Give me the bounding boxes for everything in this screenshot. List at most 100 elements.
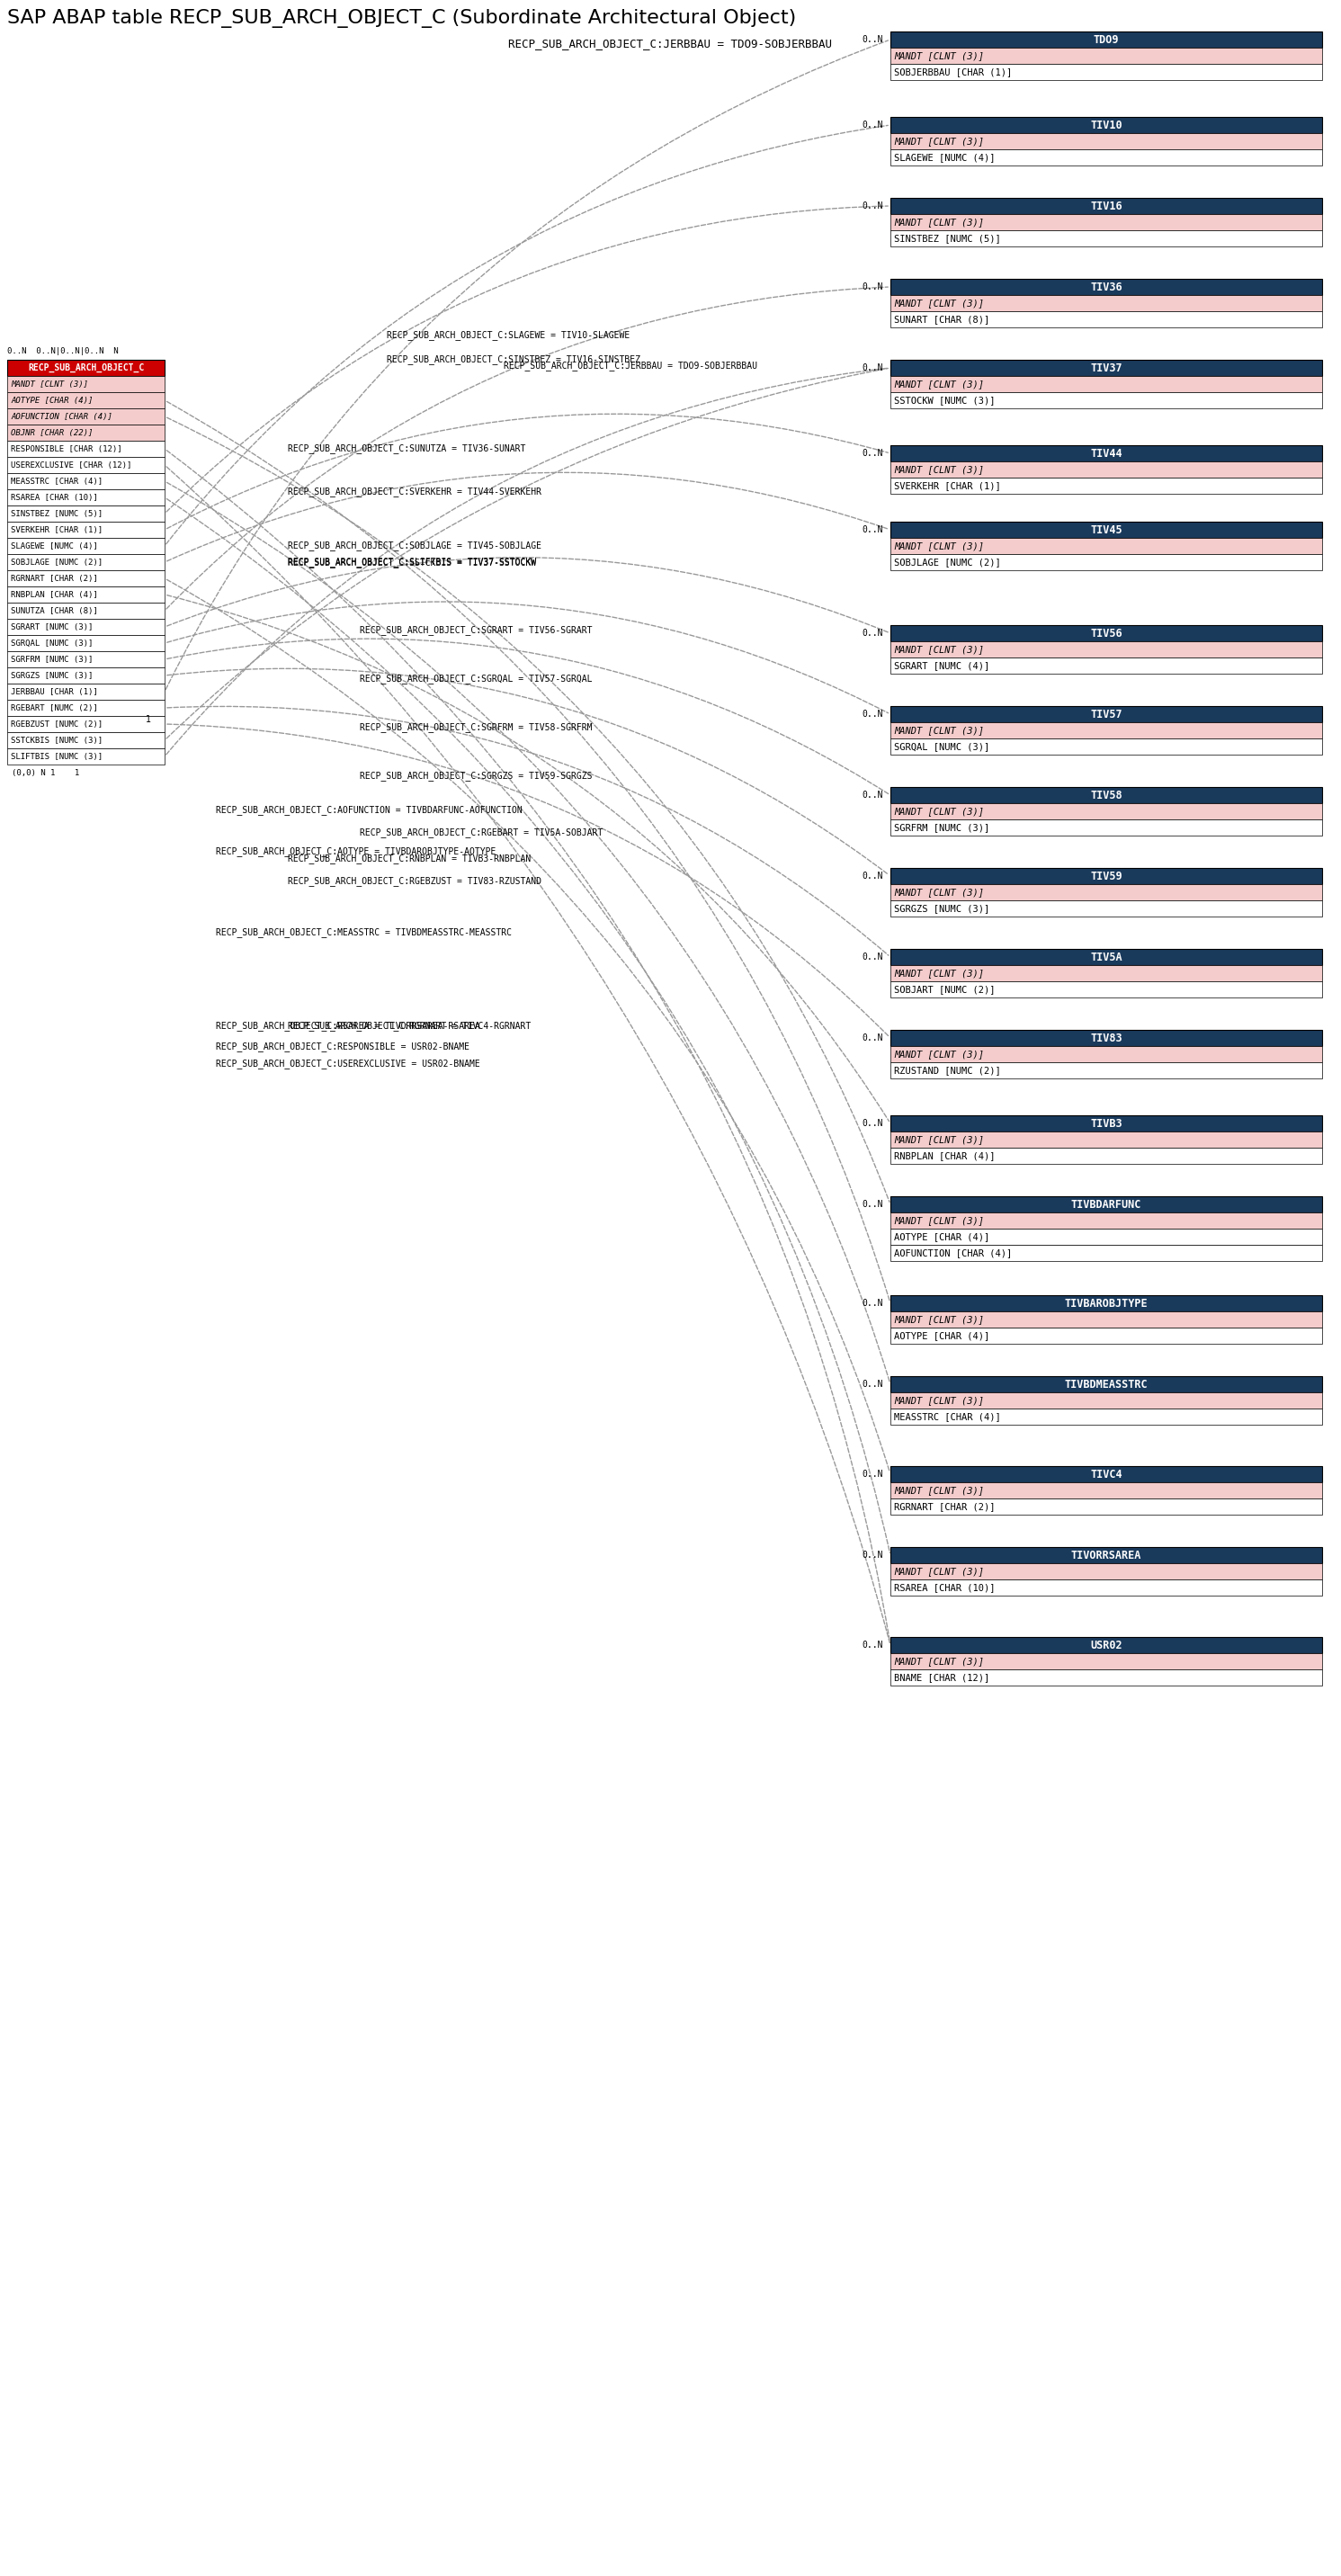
Text: SVERKEHR [CHAR (1)]: SVERKEHR [CHAR (1)] [894, 482, 1000, 489]
Bar [890, 1046, 1322, 1061]
Text: RECP_SUB_ARCH_OBJECT_C:SGRART = TIV56-SGRART: RECP_SUB_ARCH_OBJECT_C:SGRART = TIV56-SG… [359, 626, 593, 634]
Bar [7, 716, 165, 732]
Bar [890, 819, 1322, 835]
Bar [890, 1061, 1322, 1079]
Text: 0..N: 0..N [862, 1381, 884, 1388]
Text: AOTYPE [CHAR (4)]: AOTYPE [CHAR (4)] [894, 1332, 990, 1340]
Text: MANDT [CLNT (3)]: MANDT [CLNT (3)] [894, 889, 984, 896]
Text: RECP_SUB_ARCH_OBJECT_C:USEREXCLUSIVE = USR02-BNAME: RECP_SUB_ARCH_OBJECT_C:USEREXCLUSIVE = U… [216, 1059, 480, 1069]
Text: SINSTBEZ [NUMC (5)]: SINSTBEZ [NUMC (5)] [894, 234, 1000, 242]
Bar [7, 489, 165, 505]
Text: 0..N: 0..N [862, 1298, 884, 1309]
Bar [890, 1579, 1322, 1595]
Bar [7, 474, 165, 489]
Text: SUNART [CHAR (8)]: SUNART [CHAR (8)] [894, 314, 990, 325]
Text: 0..N: 0..N [862, 1551, 884, 1558]
Text: SINSTBEZ [NUMC (5)]: SINSTBEZ [NUMC (5)] [11, 510, 103, 518]
Text: TIV83: TIV83 [1090, 1033, 1122, 1043]
Text: RGRNART [CHAR (2)]: RGRNART [CHAR (2)] [894, 1502, 995, 1512]
Text: BNAME [CHAR (12)]: BNAME [CHAR (12)] [894, 1672, 990, 1682]
Text: MANDT [CLNT (3)]: MANDT [CLNT (3)] [894, 379, 984, 389]
Bar [890, 1654, 1322, 1669]
Text: RNBPLAN [CHAR (4)]: RNBPLAN [CHAR (4)] [894, 1151, 995, 1159]
Text: TIV5A: TIV5A [1090, 951, 1122, 963]
Text: 0..N: 0..N [862, 1200, 884, 1208]
Text: TIV10: TIV10 [1090, 118, 1122, 131]
Text: MEASSTRC [CHAR (4)]: MEASSTRC [CHAR (4)] [894, 1412, 1000, 1422]
Text: TDO9: TDO9 [1093, 33, 1120, 46]
Text: 0..N: 0..N [862, 791, 884, 799]
Text: RGRNART [CHAR (2)]: RGRNART [CHAR (2)] [11, 574, 98, 582]
Text: MANDT [CLNT (3)]: MANDT [CLNT (3)] [894, 1396, 984, 1404]
Text: TIV58: TIV58 [1090, 788, 1122, 801]
Bar [7, 701, 165, 716]
Text: RECP_SUB_ARCH_OBJECT_C:RGEBART = TIV5A-SOBJART: RECP_SUB_ARCH_OBJECT_C:RGEBART = TIV5A-S… [359, 827, 603, 837]
Text: TIVBDARFUNC: TIVBDARFUNC [1071, 1198, 1141, 1211]
Bar [890, 1149, 1322, 1164]
Text: 0..N: 0..N [862, 1641, 884, 1649]
Text: TIVBDMEASSTRC: TIVBDMEASSTRC [1065, 1378, 1148, 1391]
Text: SLAGEWE [NUMC (4)]: SLAGEWE [NUMC (4)] [894, 152, 995, 162]
Text: SGRART [NUMC (3)]: SGRART [NUMC (3)] [11, 623, 93, 631]
Text: MEASSTRC [CHAR (4)]: MEASSTRC [CHAR (4)] [11, 477, 103, 484]
Bar [890, 198, 1322, 214]
Bar [890, 884, 1322, 902]
Text: RECP_SUB_ARCH_OBJECT_C:SGRQAL = TIV57-SGRQAL: RECP_SUB_ARCH_OBJECT_C:SGRQAL = TIV57-SG… [359, 675, 593, 683]
Bar [890, 1195, 1322, 1213]
Text: 0..N  0..N|0..N|0..N  N: 0..N 0..N|0..N|0..N N [7, 348, 118, 355]
Bar [7, 505, 165, 523]
Text: RECP_SUB_ARCH_OBJECT_C:RSAREA = TIVORRSAREA-RSAREA: RECP_SUB_ARCH_OBJECT_C:RSAREA = TIVORRSA… [216, 1020, 480, 1030]
Bar [7, 376, 165, 392]
Text: TIV57: TIV57 [1090, 708, 1122, 721]
Bar [890, 1394, 1322, 1409]
Bar [890, 1131, 1322, 1149]
Bar [890, 1499, 1322, 1515]
Bar [7, 425, 165, 440]
Text: TIV59: TIV59 [1090, 871, 1122, 881]
Bar [890, 461, 1322, 477]
Bar [7, 652, 165, 667]
Text: SSTCKBIS [NUMC (3)]: SSTCKBIS [NUMC (3)] [11, 737, 103, 744]
Text: USR02: USR02 [1090, 1638, 1122, 1651]
Bar [890, 626, 1322, 641]
Text: RECP_SUB_ARCH_OBJECT_C:SLAGEWE = TIV10-SLAGEWE: RECP_SUB_ARCH_OBJECT_C:SLAGEWE = TIV10-S… [386, 330, 630, 340]
Text: 0..N: 0..N [862, 953, 884, 961]
Bar [890, 312, 1322, 327]
Text: RGEBART [NUMC (2)]: RGEBART [NUMC (2)] [11, 703, 98, 711]
Bar [890, 376, 1322, 392]
Text: RECP_SUB_ARCH_OBJECT_C:SINSTBEZ = TIV16-SINSTBEZ: RECP_SUB_ARCH_OBJECT_C:SINSTBEZ = TIV16-… [386, 355, 641, 366]
Text: MANDT [CLNT (3)]: MANDT [CLNT (3)] [894, 299, 984, 307]
Bar [890, 361, 1322, 376]
Text: RECP_SUB_ARCH_OBJECT_C:RESPONSIBLE = USR02-BNAME: RECP_SUB_ARCH_OBJECT_C:RESPONSIBLE = USR… [216, 1043, 469, 1051]
Text: RESPONSIBLE [CHAR (12)]: RESPONSIBLE [CHAR (12)] [11, 446, 122, 453]
Bar [890, 641, 1322, 657]
Text: MANDT [CLNT (3)]: MANDT [CLNT (3)] [894, 137, 984, 147]
Text: SGRGZS [NUMC (3)]: SGRGZS [NUMC (3)] [11, 672, 93, 680]
Text: RZUSTAND [NUMC (2)]: RZUSTAND [NUMC (2)] [894, 1066, 1000, 1074]
Bar [890, 706, 1322, 721]
Text: 0..N: 0..N [862, 363, 884, 374]
Bar [890, 1115, 1322, 1131]
Text: SUNUTZA [CHAR (8)]: SUNUTZA [CHAR (8)] [11, 608, 98, 616]
Bar [890, 31, 1322, 49]
Text: RECP_SUB_ARCH_OBJECT_C:RGEBZUST = TIV83-RZUSTAND: RECP_SUB_ARCH_OBJECT_C:RGEBZUST = TIV83-… [288, 876, 542, 886]
Bar [890, 49, 1322, 64]
Bar [890, 477, 1322, 495]
Bar [7, 667, 165, 683]
Text: RECP_SUB_ARCH_OBJECT_C:SGRGZS = TIV59-SGRGZS: RECP_SUB_ARCH_OBJECT_C:SGRGZS = TIV59-SG… [359, 770, 593, 781]
Bar [7, 683, 165, 701]
Bar [890, 1296, 1322, 1311]
Text: TIV45: TIV45 [1090, 523, 1122, 536]
Text: SOBJERBBAU [CHAR (1)]: SOBJERBBAU [CHAR (1)] [894, 67, 1012, 77]
Text: 0..N: 0..N [862, 36, 884, 44]
Text: 0..N: 0..N [862, 526, 884, 533]
Text: SSTOCKW [NUMC (3)]: SSTOCKW [NUMC (3)] [894, 397, 995, 404]
Bar [890, 1311, 1322, 1327]
Text: RECP_SUB_ARCH_OBJECT_C:SOBJLAGE = TIV45-SOBJLAGE: RECP_SUB_ARCH_OBJECT_C:SOBJLAGE = TIV45-… [288, 541, 542, 551]
Text: MANDT [CLNT (3)]: MANDT [CLNT (3)] [894, 726, 984, 734]
Bar [890, 1481, 1322, 1499]
Text: 0..N: 0..N [862, 448, 884, 459]
Text: SGRQAL [NUMC (3)]: SGRQAL [NUMC (3)] [11, 639, 93, 647]
Text: MANDT [CLNT (3)]: MANDT [CLNT (3)] [11, 381, 89, 389]
Text: 0..N: 0..N [862, 1033, 884, 1043]
